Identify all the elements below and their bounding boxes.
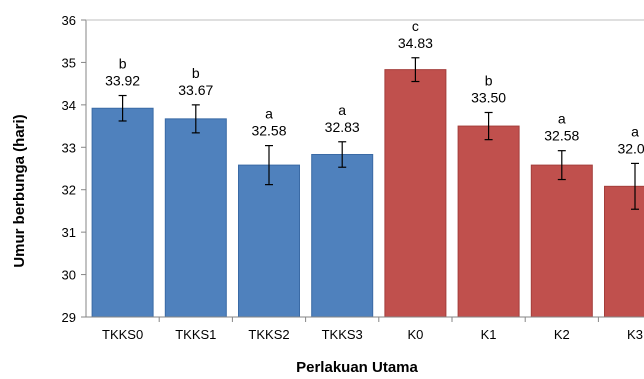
bar-k3 <box>604 185 644 318</box>
bar-k2 <box>530 164 593 318</box>
error-bars <box>118 57 639 210</box>
value-label: 32.58 <box>251 123 286 139</box>
significance-letter: b <box>485 72 493 88</box>
x-tick-label: TKKS1 <box>175 327 216 342</box>
bar-tkks2 <box>238 164 300 318</box>
value-label: 32.08 <box>617 140 644 156</box>
x-tick-label: K1 <box>481 327 497 342</box>
value-label: 32.83 <box>325 119 360 135</box>
value-label: 33.50 <box>471 89 506 105</box>
value-label: 33.67 <box>178 82 213 98</box>
bar-k0 <box>384 69 447 318</box>
y-axis-ticks: 29 30 31 32 33 34 35 36 <box>62 13 86 325</box>
y-tick-label: 34 <box>62 98 76 113</box>
y-tick-label: 32 <box>62 183 76 198</box>
bar-tkks3 <box>311 153 374 318</box>
y-tick-label: 33 <box>62 140 76 155</box>
y-tick-label: 30 <box>62 268 76 283</box>
y-tick-label: 36 <box>62 13 76 28</box>
x-axis-title: Perlakuan Utama <box>296 359 418 376</box>
y-tick-label: 31 <box>62 225 76 240</box>
significance-letter: a <box>338 102 346 118</box>
bar-tkks0 <box>91 107 154 318</box>
bar-k1 <box>457 125 520 318</box>
x-tick-label: K3 <box>627 327 643 342</box>
x-tick-label: K2 <box>554 327 570 342</box>
value-label: 32.58 <box>544 128 579 144</box>
significance-letter: c <box>412 18 419 34</box>
bar-tkks1 <box>164 118 227 318</box>
significance-letter: b <box>119 56 127 72</box>
value-label: 33.92 <box>105 73 140 89</box>
x-tick-label: K0 <box>407 327 423 342</box>
bars <box>91 69 644 318</box>
significance-letter: a <box>558 111 566 127</box>
significance-letter: a <box>631 123 639 139</box>
significance-letter: a <box>265 106 273 122</box>
value-label: 34.83 <box>398 35 433 51</box>
y-tick-label: 29 <box>62 310 76 325</box>
x-tick-label: TKKS3 <box>322 327 363 342</box>
y-axis-title: Umur berbunga (hari) <box>11 114 28 267</box>
significance-letter: b <box>192 65 200 81</box>
x-tick-label: TKKS2 <box>248 327 289 342</box>
x-tick-label: TKKS0 <box>102 327 143 342</box>
x-axis-ticks: TKKS0 TKKS1 TKKS2 TKKS3 K0 K1 K2 K3 <box>102 317 643 342</box>
y-tick-label: 35 <box>62 55 76 70</box>
axes <box>85 19 644 318</box>
data-labels: 33.92b33.67b32.58a32.83a34.83c33.50b32.5… <box>105 18 644 157</box>
